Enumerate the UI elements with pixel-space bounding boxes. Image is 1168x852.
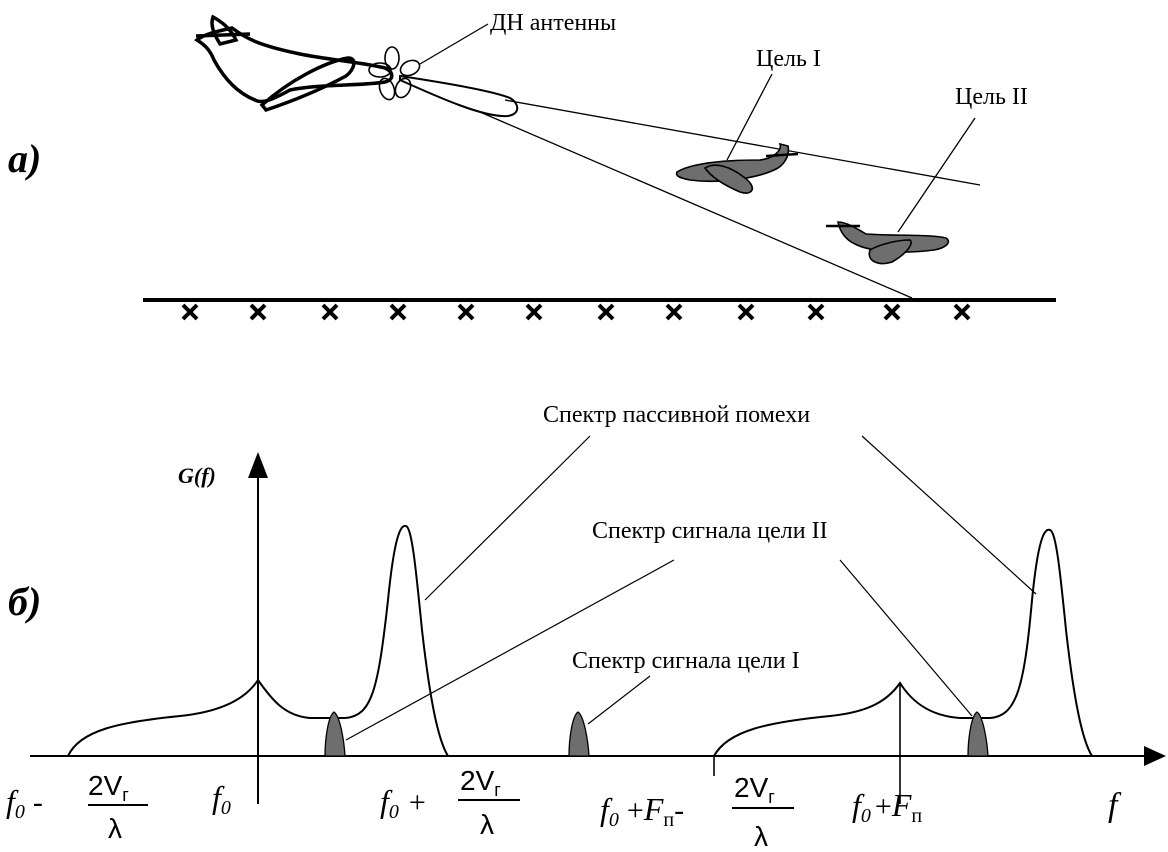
tick1-num: 2V bbox=[88, 770, 123, 801]
ground-clutter-x bbox=[737, 303, 755, 321]
svg-text:f0: f0 bbox=[212, 779, 231, 819]
tick1-op: - bbox=[33, 786, 43, 819]
ground-clutter-x bbox=[597, 303, 615, 321]
tick4-sub: 0 bbox=[609, 809, 619, 831]
ground-clutter-x bbox=[321, 303, 339, 321]
tick1-sub: 0 bbox=[15, 801, 25, 823]
tick-label-f0-plus-fp: f0 +Fп bbox=[852, 787, 922, 827]
target-2-leader-left bbox=[345, 559, 675, 741]
target-1-label: Цель I bbox=[756, 46, 821, 72]
svg-text:2Vг: 2Vг bbox=[734, 772, 775, 807]
svg-text:f0+: f0 + bbox=[380, 783, 426, 823]
beam-lower-edge bbox=[479, 111, 913, 299]
x-axis-label: f bbox=[1108, 787, 1122, 824]
svg-text:f0-: f0- bbox=[6, 783, 43, 823]
svg-text:2Vг: 2Vг bbox=[460, 765, 501, 800]
beam-upper-edge bbox=[504, 99, 981, 186]
tick5-op: + bbox=[875, 790, 892, 823]
tick5-sub: 0 bbox=[861, 805, 871, 827]
panel-label-a: а) bbox=[8, 136, 41, 181]
target-1-leader bbox=[726, 73, 773, 161]
frequency-axis-arrow bbox=[1144, 746, 1166, 766]
target-2-spectrum-label: Спектр сигнала цели II bbox=[592, 518, 828, 544]
ground-clutter-x bbox=[807, 303, 825, 321]
tick3-num-sub: г bbox=[494, 780, 501, 800]
target-1-aircraft bbox=[675, 142, 799, 194]
target-2-spectrum-right bbox=[967, 711, 989, 757]
amplitude-axis-arrow bbox=[248, 452, 268, 478]
clutter-spectrum-left bbox=[67, 524, 449, 757]
tick4-den: λ bbox=[754, 821, 768, 852]
tick-label-f0-plus: f0 + 2Vг λ bbox=[380, 765, 520, 840]
tick5-Fsub: п bbox=[911, 805, 922, 827]
tick4-F: F bbox=[643, 791, 664, 827]
tick-label-f0: f0 bbox=[212, 779, 231, 819]
antenna-pattern bbox=[368, 46, 519, 118]
antenna-pattern-leader bbox=[419, 23, 489, 65]
target-2-aircraft bbox=[826, 221, 950, 265]
tick4-num: 2V bbox=[734, 772, 769, 803]
ground-clutter-x bbox=[457, 303, 475, 321]
tick2-sub: 0 bbox=[221, 797, 231, 819]
tick-label-f0-minus: f0- 2Vг λ bbox=[6, 770, 148, 844]
ground-clutter-x bbox=[525, 303, 543, 321]
radar-aircraft bbox=[193, 14, 394, 113]
ground-clutter-x bbox=[389, 303, 407, 321]
target-2-label: Цель II bbox=[955, 84, 1028, 110]
svg-text:f0+Fп: f0 +Fп bbox=[852, 787, 922, 827]
target-1-spectrum-label: Спектр сигнала цели I bbox=[572, 648, 800, 674]
tick4-num-sub: г bbox=[768, 787, 775, 807]
ground-clutter-x bbox=[665, 303, 683, 321]
target-1-leader-b bbox=[587, 675, 651, 725]
tick5-F: F bbox=[891, 787, 912, 823]
tick3-op: + bbox=[409, 786, 426, 819]
tick4-op2: - bbox=[674, 794, 684, 827]
ground-clutter-marks bbox=[181, 303, 971, 321]
clutter-leader-right bbox=[861, 435, 1037, 595]
ground-clutter-x bbox=[953, 303, 971, 321]
tick4-Fsub: п bbox=[663, 809, 674, 831]
clutter-leader-left bbox=[424, 435, 591, 601]
svg-text:2Vг: 2Vг bbox=[88, 770, 129, 805]
tick3-den: λ bbox=[480, 809, 494, 840]
target-2-spectrum-left bbox=[324, 711, 346, 757]
tick4-op1: + bbox=[627, 794, 644, 827]
svg-text:f0+Fп-: f0 +Fп- bbox=[600, 791, 684, 831]
ground-clutter-x bbox=[883, 303, 901, 321]
ground-clutter-x bbox=[181, 303, 199, 321]
ground-clutter-x bbox=[249, 303, 267, 321]
target-1-spectrum bbox=[568, 711, 590, 757]
target-2-leader-right bbox=[839, 559, 973, 717]
tick-label-f0-plus-fp-minus: f0 +Fп- 2Vг λ bbox=[600, 772, 794, 852]
tick3-num: 2V bbox=[460, 765, 495, 796]
tick1-den: λ bbox=[108, 813, 122, 844]
clutter-spectrum-right bbox=[713, 528, 1093, 757]
tick1-num-sub: г bbox=[122, 785, 129, 805]
clutter-spectrum-label: Спектр пассивной помехи bbox=[543, 402, 810, 428]
y-axis-label: G(f) bbox=[178, 463, 216, 488]
tick3-sub: 0 bbox=[389, 801, 399, 823]
target-2-leader bbox=[897, 117, 976, 233]
antenna-pattern-label: ДН антенны bbox=[490, 10, 616, 36]
panel-label-b: б) bbox=[8, 579, 41, 624]
